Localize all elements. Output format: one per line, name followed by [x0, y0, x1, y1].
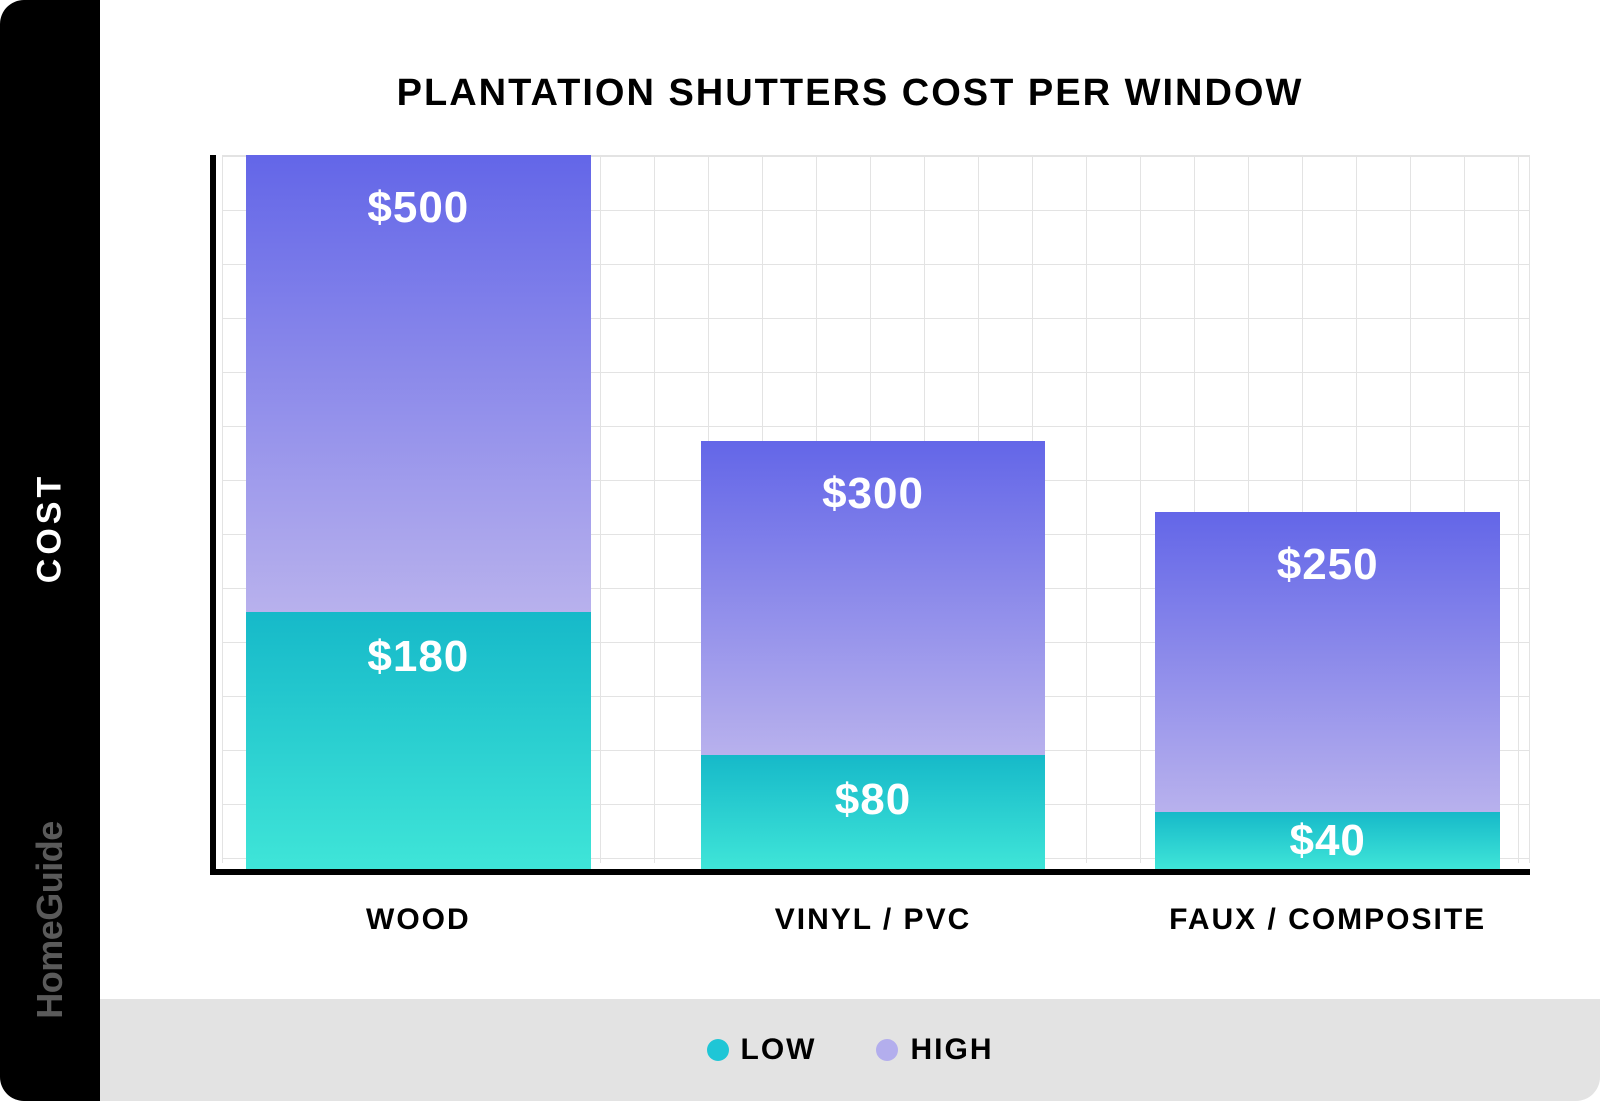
x-axis-label: FAUX / COMPOSITE: [1155, 903, 1500, 937]
bars-container: $500 $180 $300 $80 $250 $40: [216, 155, 1530, 869]
bar: $500 $180: [246, 155, 591, 869]
bar-segment-low: $180: [246, 612, 591, 869]
bar-slot: $500 $180: [246, 155, 591, 869]
legend-label-high: HIGH: [910, 1033, 993, 1067]
x-axis-label: VINYL / PVC: [701, 903, 1046, 937]
brand-label: HomeGuide: [29, 821, 71, 1019]
bar-value-high: $300: [822, 469, 924, 519]
bar-segment-high: $300: [701, 441, 1046, 755]
bar-slot: $250 $40: [1155, 155, 1500, 869]
bar-segment-high: $500: [246, 155, 591, 612]
bar-segment-low: $40: [1155, 812, 1500, 869]
main-panel: PLANTATION SHUTTERS COST PER WINDOW $500…: [100, 0, 1600, 1101]
bar-value-low: $80: [835, 775, 911, 825]
legend: LOW HIGH: [100, 999, 1600, 1101]
legend-item-low: LOW: [707, 1033, 817, 1067]
y-axis-label: COST: [31, 473, 70, 583]
bar-value-high: $250: [1277, 540, 1379, 590]
bar: $250 $40: [1155, 512, 1500, 869]
chart-area: $500 $180 $300 $80 $250 $40 WOOD VINYL / PVC FA…: [100, 155, 1600, 999]
bar-value-low: $180: [367, 632, 469, 682]
x-axis-label: WOOD: [246, 903, 591, 937]
legend-swatch-high: [876, 1039, 898, 1061]
legend-label-low: LOW: [741, 1033, 817, 1067]
bar-segment-high: $250: [1155, 512, 1500, 812]
bar-value-high: $500: [367, 183, 469, 233]
legend-item-high: HIGH: [876, 1033, 993, 1067]
chart-card: COST HomeGuide PLANTATION SHUTTERS COST …: [0, 0, 1600, 1101]
bar-slot: $300 $80: [701, 155, 1046, 869]
chart-title: PLANTATION SHUTTERS COST PER WINDOW: [100, 0, 1600, 155]
legend-swatch-low: [707, 1039, 729, 1061]
bar-segment-low: $80: [701, 755, 1046, 869]
bar-value-low: $40: [1289, 816, 1365, 866]
sidebar: COST HomeGuide: [0, 0, 100, 1101]
bar: $300 $80: [701, 441, 1046, 869]
x-axis-labels: WOOD VINYL / PVC FAUX / COMPOSITE: [210, 875, 1530, 937]
